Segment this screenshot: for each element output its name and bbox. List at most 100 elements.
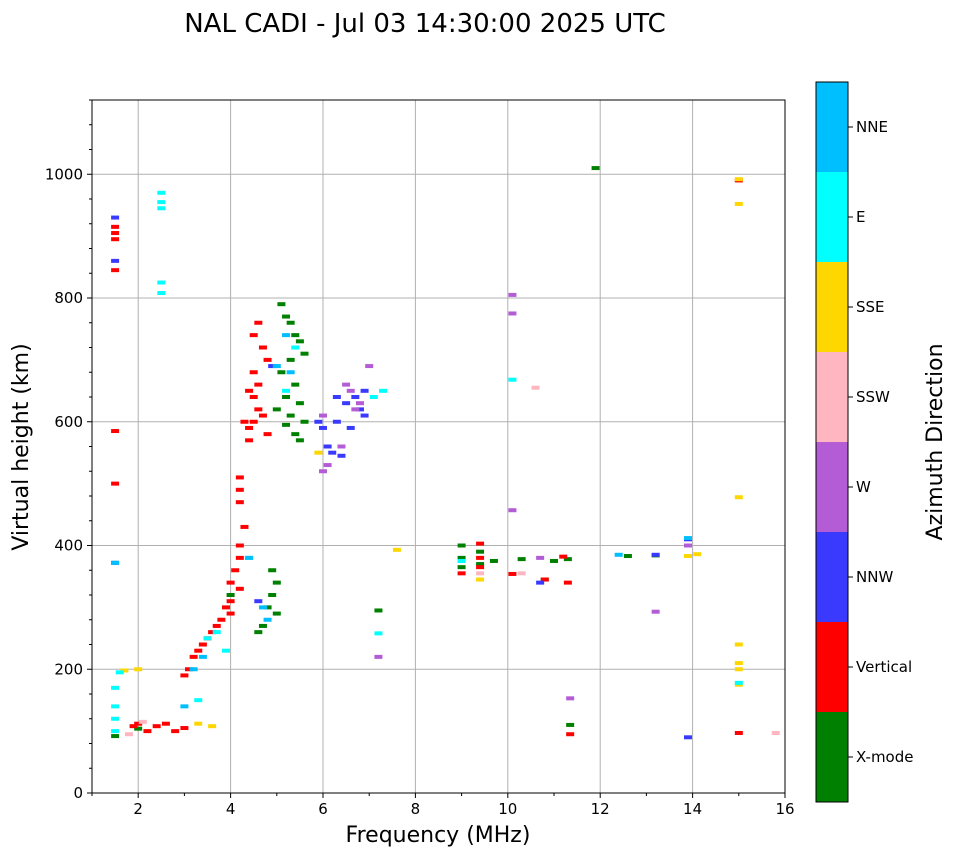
data-point bbox=[157, 200, 166, 205]
data-point bbox=[286, 357, 295, 362]
data-point bbox=[476, 549, 485, 554]
data-point bbox=[540, 577, 549, 582]
data-point bbox=[319, 413, 327, 418]
data-point bbox=[566, 722, 575, 727]
colorbar: X-mode Vertical NNW W SSW SSE E NNE bbox=[815, 81, 913, 803]
data-point bbox=[134, 667, 143, 672]
data-point bbox=[332, 419, 341, 424]
data-point bbox=[614, 552, 623, 557]
data-point bbox=[342, 382, 351, 387]
data-point bbox=[563, 557, 572, 562]
data-point bbox=[115, 670, 124, 675]
colorbar-tick-label: X-mode bbox=[856, 748, 913, 766]
data-point bbox=[323, 463, 332, 468]
data-point bbox=[566, 732, 575, 737]
data-point bbox=[734, 667, 743, 672]
data-point bbox=[249, 395, 258, 399]
data-point bbox=[531, 385, 540, 390]
data-point bbox=[221, 605, 230, 610]
data-point bbox=[282, 395, 291, 399]
data-point bbox=[591, 166, 600, 171]
data-point bbox=[369, 395, 378, 399]
colorbar-label: Azimuth Direction bbox=[923, 343, 948, 540]
colorbar-segment bbox=[816, 262, 848, 352]
colorbar-segment bbox=[816, 352, 848, 442]
data-point bbox=[476, 571, 485, 576]
data-point bbox=[457, 543, 466, 548]
data-point bbox=[258, 413, 267, 418]
colorbar-tick-label: SSW bbox=[856, 388, 890, 406]
data-point bbox=[355, 401, 364, 406]
data-point bbox=[314, 419, 323, 424]
data-point bbox=[508, 311, 517, 316]
data-point bbox=[161, 721, 170, 726]
series-w bbox=[319, 292, 692, 701]
data-point bbox=[337, 444, 346, 449]
data-point bbox=[355, 407, 364, 412]
data-point bbox=[124, 732, 133, 737]
chart-title: NAL CADI - Jul 03 14:30:00 2025 UTC bbox=[184, 9, 666, 39]
data-point bbox=[235, 586, 244, 591]
data-point bbox=[508, 508, 517, 513]
data-point bbox=[249, 370, 258, 375]
data-point bbox=[194, 648, 203, 653]
data-point bbox=[476, 577, 485, 582]
data-point bbox=[392, 547, 401, 552]
data-point bbox=[734, 495, 743, 500]
data-point bbox=[212, 630, 221, 635]
data-point bbox=[517, 557, 526, 562]
data-point bbox=[254, 320, 263, 325]
colorbar-segment bbox=[816, 622, 848, 712]
data-point bbox=[559, 554, 568, 559]
data-point bbox=[189, 654, 198, 659]
data-point bbox=[536, 555, 545, 560]
data-point bbox=[683, 554, 692, 559]
data-point bbox=[360, 413, 369, 418]
data-point bbox=[683, 735, 692, 740]
series-nne bbox=[111, 333, 692, 709]
data-point bbox=[263, 605, 272, 610]
data-point bbox=[457, 571, 466, 576]
data-point bbox=[566, 696, 575, 701]
colorbar-tick-label: W bbox=[856, 478, 871, 496]
series-sse bbox=[120, 177, 743, 729]
data-point bbox=[258, 623, 267, 628]
x-tick-label: 10 bbox=[498, 800, 517, 818]
data-point bbox=[180, 673, 189, 678]
data-point bbox=[374, 608, 383, 613]
data-point bbox=[120, 668, 129, 673]
data-point bbox=[254, 630, 263, 635]
data-point bbox=[291, 432, 300, 437]
colorbar-tick-label: NNE bbox=[856, 118, 888, 136]
data-point bbox=[111, 215, 120, 220]
colorbar-frame bbox=[815, 81, 849, 803]
data-point bbox=[300, 419, 309, 424]
data-point bbox=[734, 642, 743, 647]
data-point bbox=[226, 611, 235, 616]
data-point bbox=[138, 719, 147, 724]
data-point bbox=[111, 429, 120, 434]
data-point bbox=[282, 422, 291, 427]
data-point bbox=[157, 291, 166, 296]
series-vertical bbox=[111, 178, 743, 737]
data-point bbox=[134, 721, 143, 726]
data-point bbox=[734, 177, 743, 182]
x-axis-ticks: 2 4 6 8 10 12 14 16 bbox=[91, 793, 795, 818]
colorbar-segment bbox=[816, 712, 848, 802]
data-point bbox=[268, 364, 277, 369]
data-point bbox=[111, 704, 120, 709]
data-point bbox=[254, 382, 263, 387]
data-point bbox=[245, 438, 254, 443]
plot-background bbox=[92, 100, 785, 793]
data-point bbox=[365, 364, 374, 369]
data-point bbox=[337, 453, 346, 458]
data-point bbox=[457, 565, 466, 570]
data-point bbox=[134, 726, 143, 731]
data-point bbox=[208, 724, 217, 729]
data-point bbox=[263, 357, 272, 362]
x-tick-label: 14 bbox=[683, 800, 702, 818]
data-point bbox=[683, 543, 692, 548]
data-point bbox=[563, 580, 572, 585]
data-point bbox=[235, 543, 244, 548]
